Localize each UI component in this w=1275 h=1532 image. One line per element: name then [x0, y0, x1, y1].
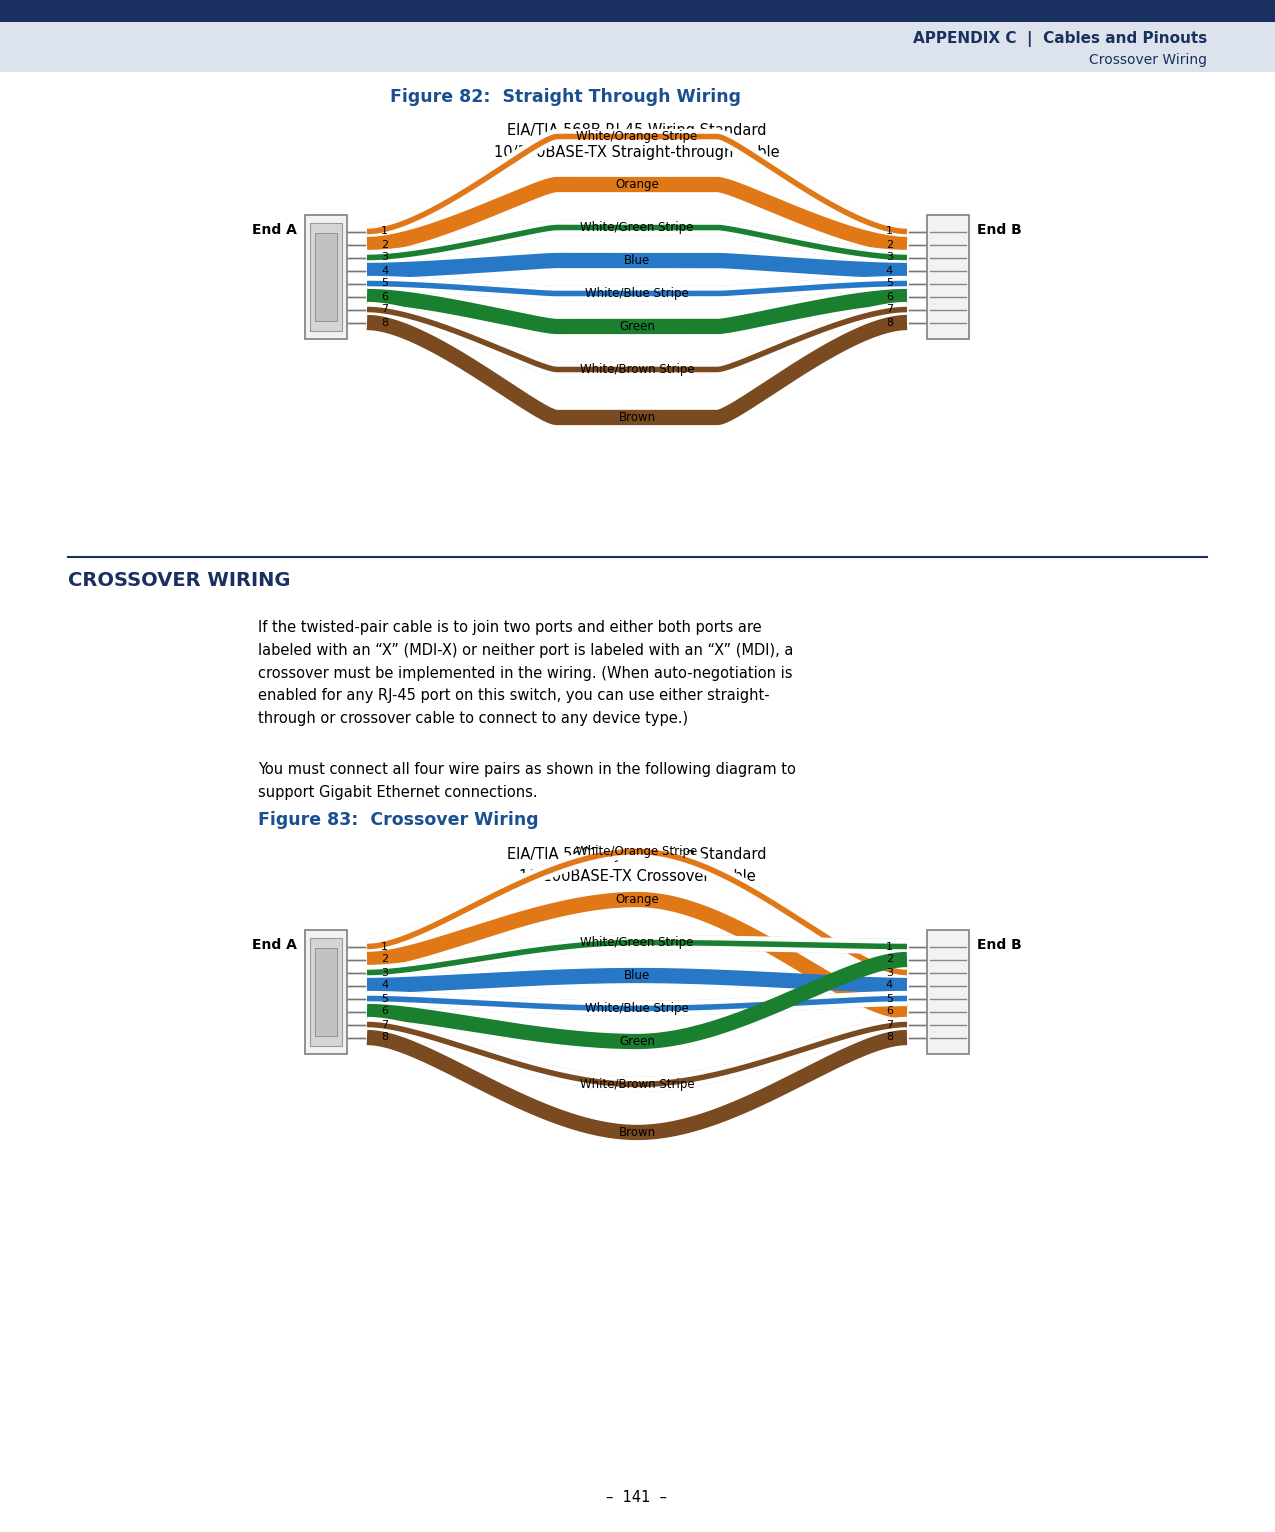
Text: 6: 6	[886, 1007, 892, 1017]
Text: 5: 5	[886, 993, 892, 1003]
Bar	[315, 233, 337, 322]
Text: 2: 2	[886, 239, 892, 250]
Text: Orange: Orange	[615, 178, 659, 192]
Text: 8: 8	[886, 1033, 892, 1042]
Text: APPENDIX C  |  Cables and Pinouts: APPENDIX C | Cables and Pinouts	[913, 31, 1207, 47]
Bar	[0, 21, 1275, 72]
Text: 8: 8	[381, 1033, 388, 1042]
Text: EIA/TIA 568B RJ-45 Wiring Standard: EIA/TIA 568B RJ-45 Wiring Standard	[507, 847, 766, 861]
Text: –  141  –: – 141 –	[607, 1489, 668, 1504]
Text: 5: 5	[886, 279, 892, 288]
Text: End A: End A	[252, 938, 297, 951]
Text: Green: Green	[620, 1036, 655, 1048]
Text: End A: End A	[252, 224, 297, 237]
Text: White/Green Stripe: White/Green Stripe	[580, 936, 694, 948]
Text: Blue: Blue	[623, 254, 650, 267]
Text: 1: 1	[381, 942, 388, 951]
Text: 7: 7	[886, 1019, 892, 1030]
Text: 10/100BASE-TX Crossover Cable: 10/100BASE-TX Crossover Cable	[519, 869, 755, 884]
Text: EIA/TIA 568B RJ-45 Wiring Standard: EIA/TIA 568B RJ-45 Wiring Standard	[507, 123, 766, 138]
Text: Green: Green	[620, 320, 655, 332]
Text: If the twisted-pair cable is to join two ports and either both ports are
labeled: If the twisted-pair cable is to join two…	[258, 620, 793, 726]
Text: 4: 4	[886, 265, 892, 276]
Text: 4: 4	[381, 980, 388, 991]
Text: 8: 8	[381, 317, 388, 328]
Text: White/Blue Stripe: White/Blue Stripe	[585, 286, 688, 300]
Text: 6: 6	[381, 1007, 388, 1017]
Text: 4: 4	[886, 980, 892, 991]
Text: White/Green Stripe: White/Green Stripe	[580, 221, 694, 234]
Text: 2: 2	[381, 239, 388, 250]
Text: End B: End B	[977, 224, 1021, 237]
Text: Brown: Brown	[618, 1126, 655, 1138]
Text: 3: 3	[886, 968, 892, 977]
Bar	[310, 938, 342, 1046]
Text: Orange: Orange	[615, 893, 659, 905]
Text: 3: 3	[381, 253, 388, 262]
Text: 2: 2	[886, 954, 892, 965]
Text: 1: 1	[886, 942, 892, 951]
Text: 8: 8	[886, 317, 892, 328]
Text: Brown: Brown	[618, 411, 655, 424]
Text: CROSSOVER WIRING: CROSSOVER WIRING	[68, 570, 291, 590]
Text: 7: 7	[886, 305, 892, 314]
Bar	[315, 948, 337, 1036]
Text: 2: 2	[381, 954, 388, 965]
Text: 3: 3	[381, 968, 388, 977]
Text: 1: 1	[381, 227, 388, 236]
Text: White/Brown Stripe: White/Brown Stripe	[580, 1079, 695, 1091]
Text: White/Orange Stripe: White/Orange Stripe	[576, 846, 697, 858]
Text: 7: 7	[381, 1019, 388, 1030]
Text: 3: 3	[886, 253, 892, 262]
Bar	[305, 930, 347, 1054]
Bar	[0, 0, 1275, 21]
Text: White/Brown Stripe: White/Brown Stripe	[580, 363, 695, 375]
Text: End B: End B	[977, 938, 1021, 951]
Text: 5: 5	[381, 279, 388, 288]
Bar	[305, 214, 347, 339]
Bar	[927, 214, 969, 339]
Text: 7: 7	[381, 305, 388, 314]
Text: 5: 5	[381, 993, 388, 1003]
Text: Crossover Wiring: Crossover Wiring	[1089, 54, 1207, 67]
Text: 10/100BASE-TX Straight-through Cable: 10/100BASE-TX Straight-through Cable	[495, 144, 780, 159]
Text: Figure 82:  Straight Through Wiring: Figure 82: Straight Through Wiring	[390, 87, 741, 106]
Bar	[310, 224, 342, 331]
Text: White/Orange Stripe: White/Orange Stripe	[576, 130, 697, 142]
Bar	[927, 930, 969, 1054]
Text: Blue: Blue	[623, 970, 650, 982]
Text: White/Blue Stripe: White/Blue Stripe	[585, 1002, 688, 1016]
Text: 1: 1	[886, 227, 892, 236]
Text: 6: 6	[381, 291, 388, 302]
Text: 4: 4	[381, 265, 388, 276]
Text: You must connect all four wire pairs as shown in the following diagram to
suppor: You must connect all four wire pairs as …	[258, 761, 796, 800]
Text: Figure 83:  Crossover Wiring: Figure 83: Crossover Wiring	[258, 810, 538, 829]
Text: 6: 6	[886, 291, 892, 302]
